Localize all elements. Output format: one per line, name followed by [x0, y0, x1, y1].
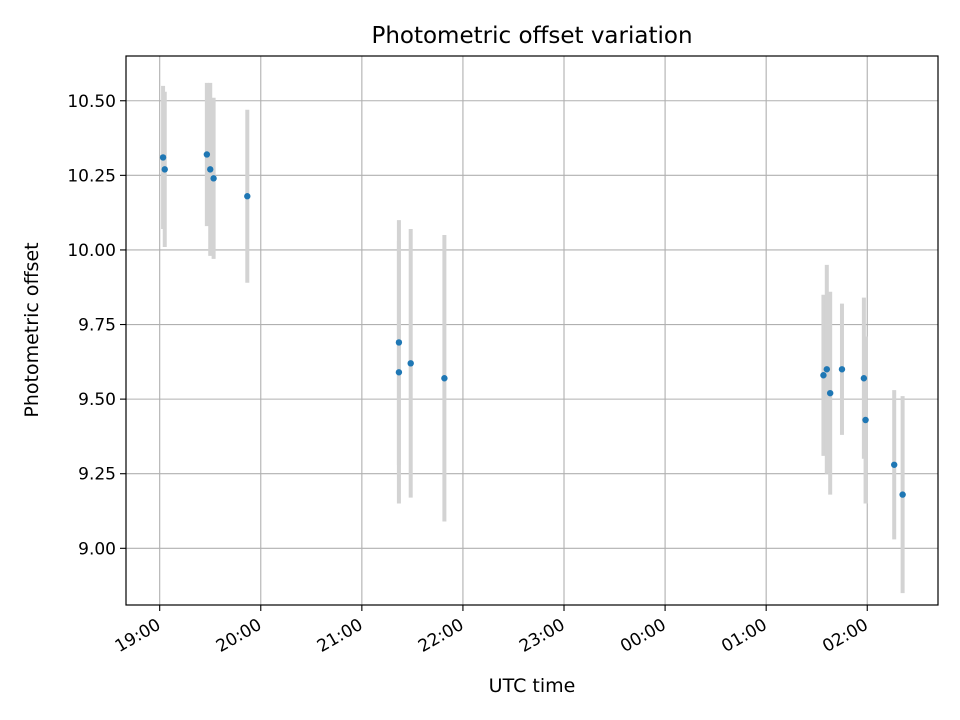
y-axis-label: Photometric offset — [21, 242, 43, 417]
y-tick-label: 10.50 — [67, 92, 116, 112]
data-point — [210, 175, 217, 182]
data-point — [890, 461, 898, 468]
data-point — [161, 166, 168, 173]
y-tick-label: 10.25 — [67, 166, 116, 186]
data-point — [899, 491, 906, 498]
data-points — [159, 151, 906, 498]
chart-title: Photometric offset variation — [371, 23, 692, 49]
grid-lines — [126, 56, 938, 605]
y-tick-label: 9.75 — [78, 316, 116, 336]
y-axis-ticks: 9.00 9.25 9.50 9.75 10.00 10.25 10.50 — [67, 92, 126, 559]
plot-area-frame — [125, 55, 939, 606]
data-point — [441, 375, 448, 382]
data-point — [826, 389, 834, 397]
data-point — [159, 154, 167, 161]
y-tick-label: 9.25 — [78, 465, 116, 485]
data-point — [395, 339, 403, 346]
data-point — [395, 369, 403, 376]
data-point — [838, 366, 846, 373]
data-point — [207, 166, 214, 173]
data-point — [823, 366, 831, 373]
y-tick-label: 10.00 — [67, 241, 116, 261]
data-point — [407, 360, 414, 367]
y-tick-label: 9.00 — [78, 539, 116, 559]
data-point — [203, 151, 211, 158]
data-point — [820, 372, 827, 379]
data-point — [244, 193, 251, 200]
x-axis-label: UTC time — [489, 675, 576, 697]
data-point — [860, 375, 868, 382]
data-point — [862, 416, 869, 424]
y-tick-label: 9.50 — [78, 390, 116, 410]
